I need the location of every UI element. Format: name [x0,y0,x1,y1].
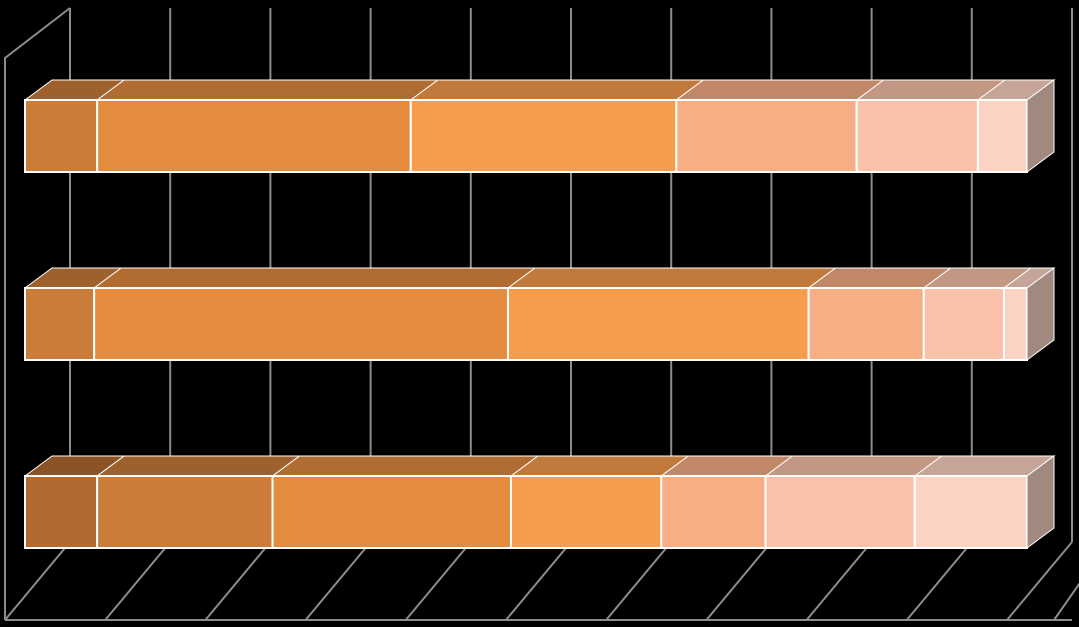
chart-bars [23,79,1056,549]
bar-segment-top [506,267,838,289]
bar-segment-top [95,455,302,477]
floor-right-edge [1053,582,1079,621]
gridline-floor [104,541,171,621]
bar-segment [976,99,1028,173]
bar-segment [271,475,512,549]
bar-segment [24,287,96,361]
gridline-floor [605,541,672,621]
gridline-floor [505,541,572,621]
bar-segment [660,475,767,549]
bar-segment [807,287,925,361]
bar-segment-top [409,79,705,101]
bar-segment [409,99,678,173]
bar-segment-top [674,79,886,101]
bar-segment-top [92,267,537,289]
bar-end-face [1026,267,1055,361]
gridline-floor [4,541,71,621]
bar-end-face [1026,455,1055,549]
bar-segment-top [270,455,540,477]
gridline-floor [304,541,372,621]
gridline-floor [906,541,973,621]
bar-segment [93,287,509,361]
bar-segment [96,99,412,173]
side-wall [4,7,71,620]
gridline-floor [805,541,873,621]
bar-segment [506,287,810,361]
bar-segment [509,475,663,549]
bar-segment-top [509,455,690,477]
bar-segment [922,287,1005,361]
bar-segment-top [95,79,440,101]
bar-segment [24,99,99,173]
bar-end-face [1026,79,1055,173]
bar-segment [24,475,99,549]
bar-segment [96,475,274,549]
bar-segment [675,99,858,173]
gridline-floor [405,541,472,621]
bar-segment [913,475,1028,549]
bar-segment [855,99,979,173]
bar-segment [764,475,916,549]
bar-segment [1002,287,1028,361]
gridline-floor [204,541,272,621]
gridline-floor [705,541,773,621]
gridline-floor [1006,541,1073,621]
bar-segment-top [763,455,944,477]
